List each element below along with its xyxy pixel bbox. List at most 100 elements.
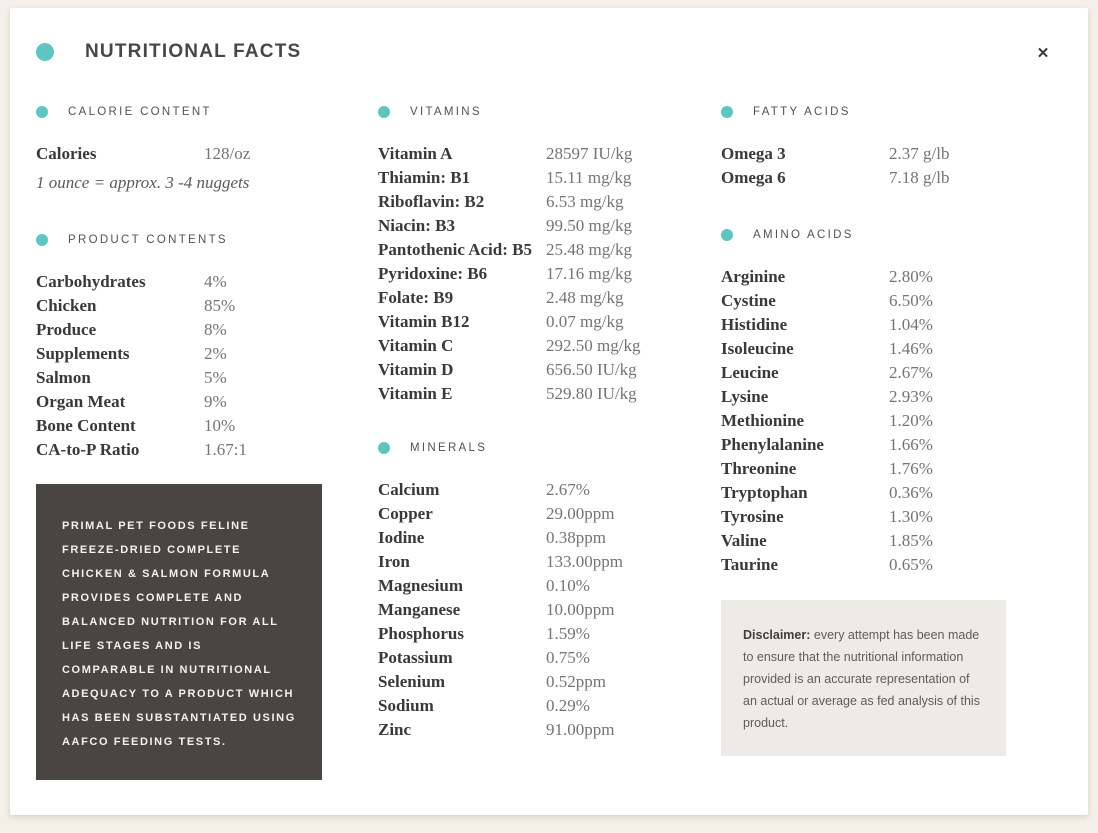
nutrient-label: CA-to-P Ratio — [36, 440, 140, 459]
nutrient-label: Threonine — [721, 459, 797, 478]
nutrient-value: 28597 IU/kg — [546, 144, 633, 163]
nutrient-value: 1.04% — [889, 315, 933, 334]
nutrient-label: Organ Meat — [36, 392, 126, 411]
aafco-statement-box: PRIMAL PET FOODS FELINE FREEZE-DRIED COM… — [36, 484, 322, 780]
nutrient-row: Leucine 2.67% — [721, 361, 1062, 385]
nutrient-label: Selenium — [378, 672, 446, 691]
nutrient-label: Riboflavin: B2 — [378, 192, 485, 211]
nutrient-label: Omega 6 — [721, 168, 786, 187]
nutrient-row: Organ Meat 9% — [36, 390, 378, 414]
calorie-content-rows: Calories 128/oz — [36, 142, 378, 166]
nutrient-row: Carbohydrates 4% — [36, 270, 378, 294]
nutrient-row: Manganese 10.00ppm — [378, 598, 721, 622]
nutrient-label: Vitamin D — [378, 360, 454, 379]
nutrient-label: Bone Content — [36, 416, 136, 435]
fatty-acids-rows: Omega 3 2.37 g/lb Omega 6 7.18 g/lb — [721, 142, 1062, 190]
nutrient-value: 85% — [204, 296, 236, 315]
nutrient-label: Lysine — [721, 387, 769, 406]
nutrient-row: Supplements 2% — [36, 342, 378, 366]
nutrient-value: 91.00ppm — [546, 720, 615, 739]
nutrient-label: Arginine — [721, 267, 786, 286]
nutrient-value: 10% — [204, 416, 236, 435]
nutrient-row: Riboflavin: B2 6.53 mg/kg — [378, 190, 721, 214]
disclaimer-box: Disclaimer: every attempt has been made … — [721, 600, 1006, 756]
close-icon: ✕ — [1036, 44, 1050, 62]
nutrient-value: 2.67% — [546, 480, 590, 499]
column-left: CALORIE CONTENT Calories 128/oz 1 ounce … — [36, 104, 378, 815]
nutrient-value: 10.00ppm — [546, 600, 615, 619]
nutrient-label: Omega 3 — [721, 144, 786, 163]
nutrient-value: 15.11 mg/kg — [546, 168, 632, 187]
nutrient-row: Iodine 0.38ppm — [378, 526, 721, 550]
section-fatty-acids-header: FATTY ACIDS — [721, 104, 1062, 120]
nutrient-row: Tryptophan 0.36% — [721, 481, 1062, 505]
nutrient-value: 6.50% — [889, 291, 933, 310]
nutrient-value: 17.16 mg/kg — [546, 264, 632, 283]
disclaimer-label: Disclaimer: — [743, 628, 811, 642]
bullet-icon — [378, 442, 390, 454]
nutrient-label: Vitamin E — [378, 384, 453, 403]
nutrient-label: Folate: B9 — [378, 288, 454, 307]
bullet-icon — [36, 234, 48, 246]
nutrient-value: 1.59% — [546, 624, 590, 643]
section-minerals-header: MINERALS — [378, 440, 721, 456]
nutrient-row: Omega 3 2.37 g/lb — [721, 142, 1062, 166]
serving-note: 1 ounce = approx. 3 -4 nuggets — [36, 173, 250, 192]
section-label: FATTY ACIDS — [753, 106, 851, 118]
column-right: FATTY ACIDS Omega 3 2.37 g/lb Omega 6 7.… — [721, 104, 1062, 815]
close-button[interactable]: ✕ — [1034, 44, 1052, 62]
nutrient-value: 1.46% — [889, 339, 933, 358]
nutrient-label: Cystine — [721, 291, 776, 310]
nutrient-label: Chicken — [36, 296, 97, 315]
nutrient-row: Vitamin E 529.80 IU/kg — [378, 382, 721, 406]
nutrient-value: 0.29% — [546, 696, 590, 715]
nutrient-row: Vitamin D 656.50 IU/kg — [378, 358, 721, 382]
nutrient-label: Phosphorus — [378, 624, 464, 643]
nutrient-row: Omega 6 7.18 g/lb — [721, 166, 1062, 190]
nutrient-value: 0.10% — [546, 576, 590, 595]
nutrient-label: Calories — [36, 144, 97, 163]
nutrient-value: 133.00ppm — [546, 552, 623, 571]
nutrient-row: Copper 29.00ppm — [378, 502, 721, 526]
nutrient-value: 2% — [204, 344, 227, 363]
nutrient-label: Tyrosine — [721, 507, 784, 526]
section-label: PRODUCT CONTENTS — [68, 234, 228, 246]
nutrient-label: Taurine — [721, 555, 779, 574]
nutrient-row: Pyridoxine: B6 17.16 mg/kg — [378, 262, 721, 286]
nutrient-row: Taurine 0.65% — [721, 553, 1062, 577]
nutrient-label: Tryptophan — [721, 483, 808, 502]
column-middle: VITAMINS Vitamin A 28597 IU/kg Thiamin: … — [378, 104, 721, 815]
nutrient-label: Carbohydrates — [36, 272, 146, 291]
nutrient-row: Tyrosine 1.30% — [721, 505, 1062, 529]
nutrient-row: Pantothenic Acid: B5 25.48 mg/kg — [378, 238, 721, 262]
minerals-rows: Calcium 2.67% Copper 29.00ppm Iodine 0.3… — [378, 478, 721, 742]
nutrient-label: Supplements — [36, 344, 130, 363]
nutrient-label: Salmon — [36, 368, 91, 387]
section-label: VITAMINS — [410, 106, 482, 118]
nutrient-row: Valine 1.85% — [721, 529, 1062, 553]
nutrient-value: 2.48 mg/kg — [546, 288, 624, 307]
nutrient-value: 2.93% — [889, 387, 933, 406]
nutrient-label: Sodium — [378, 696, 434, 715]
section-amino-acids-header: AMINO ACIDS — [721, 227, 1062, 243]
section-label: MINERALS — [410, 442, 488, 454]
nutrient-label: Iron — [378, 552, 410, 571]
nutrient-label: Produce — [36, 320, 97, 339]
nutrient-row: Phenylalanine 1.66% — [721, 433, 1062, 457]
nutrient-row: Sodium 0.29% — [378, 694, 721, 718]
nutrient-row: Calories 128/oz — [36, 142, 378, 166]
section-label: AMINO ACIDS — [753, 229, 854, 241]
nutrient-value: 7.18 g/lb — [889, 168, 950, 187]
nutrient-value: 2.67% — [889, 363, 933, 382]
panel-header: NUTRITIONAL FACTS — [36, 38, 1062, 66]
section-product-contents-header: PRODUCT CONTENTS — [36, 232, 378, 248]
nutritional-facts-panel: NUTRITIONAL FACTS ✕ CALORIE CONTENT Calo… — [10, 8, 1088, 815]
nutrient-row: Threonine 1.76% — [721, 457, 1062, 481]
nutrient-row: Thiamin: B1 15.11 mg/kg — [378, 166, 721, 190]
nutrient-value: 0.52ppm — [546, 672, 606, 691]
nutrient-row: Lysine 2.93% — [721, 385, 1062, 409]
nutrient-value: 0.65% — [889, 555, 933, 574]
bullet-icon — [36, 43, 54, 61]
nutrient-label: Vitamin B12 — [378, 312, 470, 331]
nutrient-row: Niacin: B3 99.50 mg/kg — [378, 214, 721, 238]
